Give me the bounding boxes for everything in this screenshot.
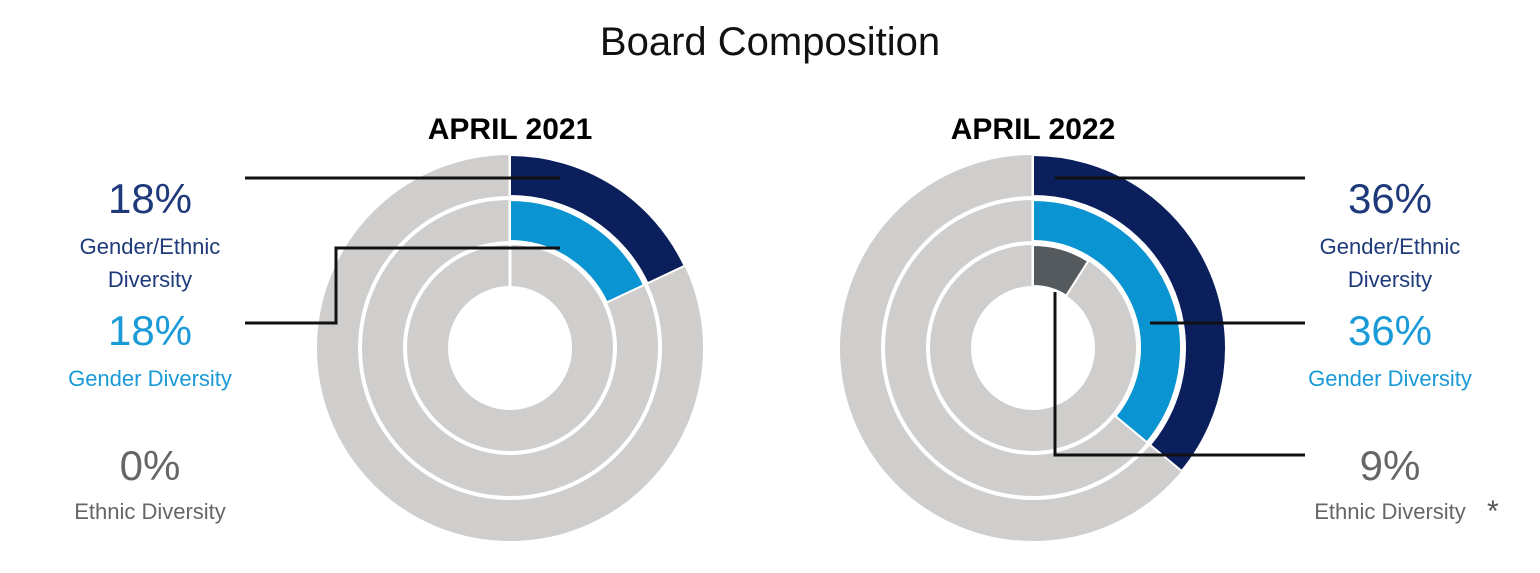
ring-arc bbox=[509, 153, 686, 285]
ring-arc bbox=[1032, 243, 1090, 298]
donut-title: APRIL 2021 bbox=[427, 113, 593, 146]
leader-line bbox=[245, 246, 560, 325]
series-name: Ethnic Diversity bbox=[74, 499, 226, 524]
series-name: Ethnic Diversity bbox=[1314, 499, 1466, 524]
series-name: Gender/Ethnic Diversity bbox=[1319, 234, 1461, 292]
value-label: 9% bbox=[1359, 442, 1421, 489]
donut-title: APRIL 2022 bbox=[950, 113, 1116, 146]
series-name: Gender Diversity bbox=[68, 366, 232, 391]
ring-arc bbox=[1032, 153, 1227, 473]
value-label: 18% bbox=[107, 175, 193, 222]
donut-hole bbox=[450, 288, 570, 408]
chart-title: Board Composition bbox=[599, 20, 941, 64]
value-label: 0% bbox=[119, 442, 181, 489]
series-name: Gender Diversity bbox=[1308, 366, 1472, 391]
leader-lines bbox=[245, 176, 1305, 457]
series-name: Gender/Ethnic Diversity bbox=[79, 234, 221, 292]
ring-arc bbox=[1032, 198, 1182, 444]
leader-line bbox=[1053, 292, 1305, 457]
value-label: 36% bbox=[1347, 175, 1433, 222]
value-label: 36% bbox=[1347, 307, 1433, 354]
value-label: 18% bbox=[107, 307, 193, 354]
footnote-marker: * bbox=[1487, 495, 1499, 528]
donut-hole bbox=[973, 288, 1093, 408]
